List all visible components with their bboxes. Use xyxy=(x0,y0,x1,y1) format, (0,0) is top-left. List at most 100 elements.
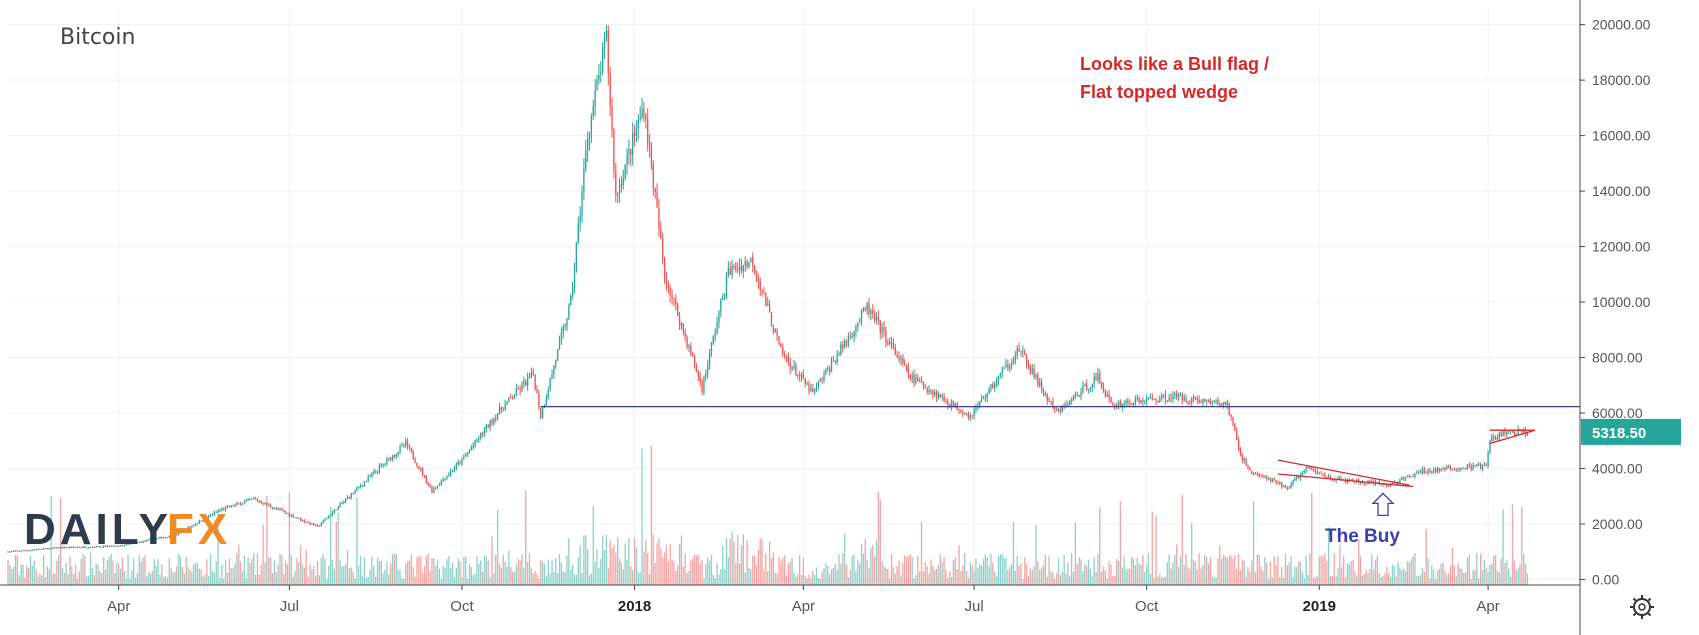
volume-bar xyxy=(1269,560,1272,585)
candle-body xyxy=(1037,374,1039,386)
candle-body xyxy=(33,549,35,551)
candle-body xyxy=(585,150,587,169)
candle-body xyxy=(949,404,951,407)
candle-body xyxy=(1170,397,1172,400)
candle-body xyxy=(410,447,412,452)
volume-bar xyxy=(69,556,71,585)
volume-bar xyxy=(806,577,808,585)
volume-bar xyxy=(196,562,199,585)
candle-body xyxy=(1228,402,1230,415)
candle-body xyxy=(450,471,452,475)
volume-bar xyxy=(1151,511,1153,585)
candle-body xyxy=(433,488,435,493)
candle-body xyxy=(168,535,170,538)
volume-bar xyxy=(1121,567,1123,585)
volume-bar xyxy=(215,561,217,585)
volume-bar xyxy=(639,572,641,585)
volume-bar xyxy=(354,578,356,585)
volume-bar xyxy=(376,557,379,585)
volume-bar xyxy=(1448,573,1450,585)
volume-bar xyxy=(725,538,728,585)
volume-bar xyxy=(828,574,831,585)
volume-bar xyxy=(74,564,77,585)
volume-bar xyxy=(496,509,499,585)
gear-icon[interactable] xyxy=(1630,595,1654,619)
volume-bar xyxy=(1055,573,1058,585)
candle-body xyxy=(787,357,790,363)
volume-bar xyxy=(570,569,572,585)
volume-bar xyxy=(1372,569,1375,585)
volume-bar xyxy=(1012,522,1015,585)
volume-bar xyxy=(31,565,34,585)
candle-body xyxy=(1093,376,1095,384)
volume-bar xyxy=(907,556,910,585)
candle-body xyxy=(215,512,217,514)
volume-bar xyxy=(733,541,735,585)
candle-body xyxy=(506,401,508,405)
volume-bar xyxy=(1357,538,1360,585)
candle-body xyxy=(16,550,19,552)
candle-body xyxy=(181,531,184,533)
candle-body xyxy=(425,475,427,483)
volume-bar xyxy=(1470,578,1472,585)
volume-bar xyxy=(301,564,304,585)
volume-bar xyxy=(136,573,139,585)
volume-bar xyxy=(1027,576,1030,585)
volume-bar xyxy=(752,555,754,585)
volume-bar xyxy=(519,560,521,585)
volume-bar xyxy=(1172,562,1174,585)
candle-body xyxy=(819,379,821,382)
candle-body xyxy=(541,407,544,418)
volume-bar xyxy=(378,561,381,585)
volume-bar xyxy=(356,497,358,585)
candle-body xyxy=(753,265,756,271)
candle-body xyxy=(309,522,311,525)
volume-bar xyxy=(956,569,958,585)
dailyfx-logo: DAILY FX xyxy=(24,505,227,554)
volume-bar xyxy=(1354,570,1356,585)
candle-body xyxy=(962,413,964,415)
volume-bar xyxy=(647,553,649,585)
volume-bar xyxy=(817,577,820,585)
volume-bar xyxy=(1050,571,1052,585)
candle-body xyxy=(1134,398,1137,403)
volume-bar xyxy=(832,568,835,585)
volume-bar xyxy=(465,556,467,585)
volume-bar xyxy=(776,573,778,585)
candle-body xyxy=(390,457,392,461)
candle-body xyxy=(729,268,731,275)
volume-bar xyxy=(133,558,135,585)
candle-body xyxy=(1052,401,1054,408)
volume-bar xyxy=(1314,577,1317,585)
volume-bar xyxy=(1395,576,1397,585)
candle-body xyxy=(361,485,364,487)
volume-bar xyxy=(451,562,454,585)
candle-body xyxy=(271,507,274,509)
candle-body xyxy=(834,360,836,363)
candle-body xyxy=(1221,404,1223,406)
annotation-bull-flag-line1: Looks like a Bull flag / xyxy=(1080,54,1269,74)
candle-body xyxy=(1455,468,1457,470)
volume-bar xyxy=(911,557,913,585)
candle-body xyxy=(299,517,302,521)
volume-bar xyxy=(1478,578,1480,585)
candle-body xyxy=(206,517,208,519)
volume-bar xyxy=(1378,573,1380,585)
candle-body xyxy=(870,310,872,315)
volume-bar xyxy=(506,566,508,585)
volume-bar xyxy=(1324,553,1326,585)
volume-bar xyxy=(622,569,624,585)
volume-bar xyxy=(375,576,377,585)
volume-bar xyxy=(577,556,579,585)
volume-bar xyxy=(217,509,219,585)
candle-body xyxy=(663,257,666,276)
candle-body xyxy=(845,341,848,343)
volume-bar xyxy=(821,571,823,585)
candle-body xyxy=(1434,469,1437,473)
volume-bar xyxy=(883,566,885,585)
volume-bar xyxy=(838,554,840,585)
volume-bar xyxy=(722,545,724,585)
volume-bar xyxy=(266,495,268,585)
candle-body xyxy=(549,378,551,391)
